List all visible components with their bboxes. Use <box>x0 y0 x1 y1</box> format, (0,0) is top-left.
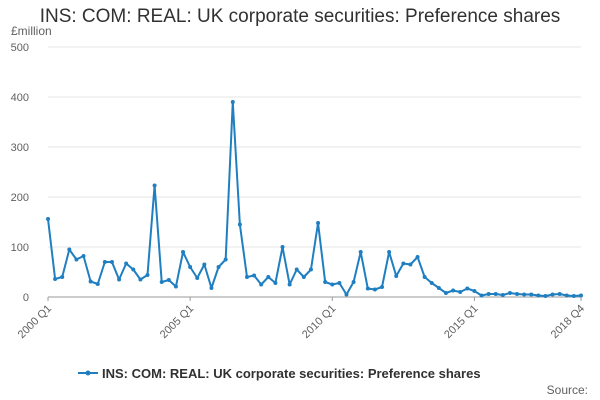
data-point[interactable] <box>571 294 576 298</box>
data-point[interactable] <box>536 293 541 298</box>
y-tick-label: 200 <box>11 192 29 204</box>
data-point[interactable] <box>301 275 306 279</box>
x-tick-label: 2005 Q1 <box>158 303 196 341</box>
data-point[interactable] <box>88 279 93 284</box>
data-point[interactable] <box>95 282 100 286</box>
data-point[interactable] <box>323 280 328 284</box>
data-point[interactable] <box>458 290 463 294</box>
data-point[interactable] <box>117 277 122 282</box>
data-point[interactable] <box>67 247 72 252</box>
data-point[interactable] <box>188 265 193 269</box>
series-line <box>47 101 582 297</box>
data-point[interactable] <box>372 287 377 292</box>
data-point[interactable] <box>507 291 512 295</box>
data-point[interactable] <box>465 286 470 291</box>
data-point[interactable] <box>365 286 370 291</box>
data-point[interactable] <box>529 292 534 297</box>
data-point[interactable] <box>124 261 129 266</box>
data-point[interactable] <box>145 273 150 277</box>
data-point[interactable] <box>564 293 569 298</box>
data-point[interactable] <box>209 286 214 290</box>
data-point[interactable] <box>415 255 420 259</box>
y-tick-label: 400 <box>11 92 29 104</box>
data-point[interactable] <box>60 275 65 279</box>
data-point[interactable] <box>131 267 136 272</box>
series-layer <box>46 100 583 298</box>
data-point[interactable] <box>223 257 228 262</box>
data-point[interactable] <box>429 281 434 285</box>
data-point[interactable] <box>287 282 292 287</box>
data-point[interactable] <box>195 276 200 280</box>
source-label: Source: <box>547 383 588 397</box>
data-point[interactable] <box>102 260 107 264</box>
data-point[interactable] <box>422 275 427 279</box>
data-point[interactable] <box>259 282 264 287</box>
data-point[interactable] <box>280 245 285 249</box>
data-point[interactable] <box>316 221 321 225</box>
data-point[interactable] <box>46 217 50 221</box>
data-point[interactable] <box>408 262 413 267</box>
chart-title: INS: COM: REAL: UK corporate securities:… <box>39 6 561 27</box>
data-point[interactable] <box>216 265 221 269</box>
axis-layer: 0 100 200 300 400 500 2000 Q1 2005 Q1 2010 Q1 201… <box>11 42 587 341</box>
data-point[interactable] <box>230 100 235 104</box>
data-point[interactable] <box>202 262 207 267</box>
data-point[interactable] <box>237 222 242 227</box>
data-point[interactable] <box>515 292 520 296</box>
data-point[interactable] <box>81 254 86 258</box>
x-tick-label: 2000 Q1 <box>16 303 54 341</box>
data-point[interactable] <box>380 285 385 289</box>
data-point[interactable] <box>294 267 299 272</box>
data-point[interactable] <box>337 281 342 285</box>
data-point[interactable] <box>181 250 186 254</box>
y-tick-label: 300 <box>11 142 29 154</box>
legend-marker-icon <box>85 370 91 376</box>
data-point[interactable] <box>53 277 58 281</box>
data-point[interactable] <box>330 282 335 287</box>
data-point[interactable] <box>244 275 249 279</box>
data-point[interactable] <box>74 257 79 262</box>
data-point[interactable] <box>173 284 178 289</box>
data-point[interactable] <box>252 273 257 278</box>
data-point[interactable] <box>479 293 484 298</box>
data-point[interactable] <box>543 294 548 298</box>
data-point[interactable] <box>486 292 491 296</box>
data-point[interactable] <box>579 293 583 298</box>
x-tick-label: 2018 Q4 <box>549 303 587 341</box>
y-tick-label: 0 <box>23 292 29 304</box>
y-tick-label: 100 <box>11 242 29 254</box>
data-point[interactable] <box>451 288 456 293</box>
data-point[interactable] <box>401 261 406 266</box>
data-point[interactable] <box>344 292 349 297</box>
data-point[interactable] <box>358 250 363 254</box>
data-point[interactable] <box>152 183 157 188</box>
data-point[interactable] <box>522 292 527 297</box>
data-point[interactable] <box>443 291 448 295</box>
data-point[interactable] <box>500 293 505 297</box>
y-tick-label: 500 <box>11 42 29 54</box>
x-tick-label: 2010 Q1 <box>300 303 338 341</box>
data-point[interactable] <box>109 260 114 264</box>
x-tick-label: 2015 Q1 <box>442 303 480 341</box>
data-point[interactable] <box>557 292 562 296</box>
data-point[interactable] <box>493 292 498 296</box>
data-point[interactable] <box>166 278 171 282</box>
data-point[interactable] <box>351 280 356 284</box>
legend-label: INS: COM: REAL: UK corporate securities:… <box>102 366 481 381</box>
data-point[interactable] <box>159 280 164 284</box>
data-point[interactable] <box>436 286 441 290</box>
data-point[interactable] <box>472 289 477 293</box>
grid-layer <box>48 46 581 298</box>
data-point[interactable] <box>273 281 278 285</box>
unit-label: £million <box>11 24 52 38</box>
data-point[interactable] <box>138 277 143 282</box>
legend[interactable]: INS: COM: REAL: UK corporate securities:… <box>78 366 481 381</box>
data-point[interactable] <box>387 250 392 254</box>
data-point[interactable] <box>266 275 271 279</box>
data-point[interactable] <box>308 267 313 272</box>
data-point[interactable] <box>394 274 399 278</box>
data-point[interactable] <box>550 292 555 297</box>
